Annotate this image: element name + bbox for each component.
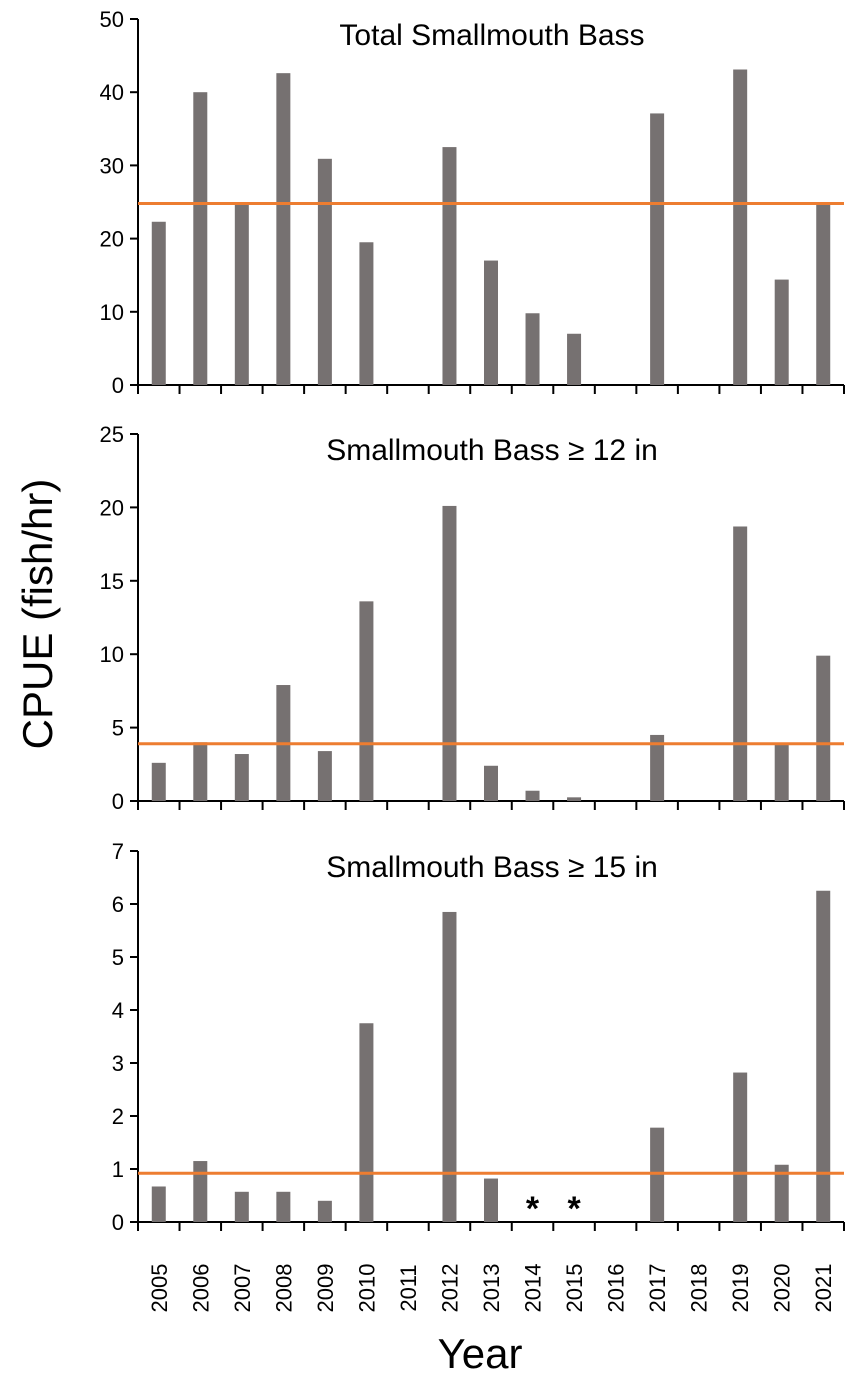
y-tick-label: 20 <box>100 227 124 252</box>
bar-2021 <box>816 203 831 385</box>
bar-2013 <box>484 765 498 801</box>
bar-2019 <box>733 1072 748 1222</box>
bar-2009 <box>317 158 332 385</box>
bar-2007 <box>234 754 249 801</box>
x-tick-label: 2009 <box>313 1264 338 1313</box>
x-tick-label: 2010 <box>354 1264 379 1313</box>
x-tick-label: 2006 <box>188 1264 213 1313</box>
bar-2005 <box>151 762 166 801</box>
bar-2010 <box>359 1023 374 1222</box>
y-tick-label: 7 <box>112 839 124 864</box>
y-tick-label: 10 <box>100 642 124 667</box>
bar-2006 <box>193 1161 208 1222</box>
bar-2019 <box>733 526 748 801</box>
y-tick-label: 15 <box>100 569 124 594</box>
y-tick-label: 40 <box>100 80 124 105</box>
bar-2020 <box>774 743 789 801</box>
y-tick-label: 30 <box>100 153 124 178</box>
y-tick-label: 0 <box>112 789 124 814</box>
y-tick-label: 2 <box>112 1104 124 1129</box>
panel-title: Total Smallmouth Bass <box>339 19 644 52</box>
bar-2008 <box>276 1191 291 1222</box>
x-tick-label: 2021 <box>811 1264 836 1313</box>
bar-2005 <box>151 221 166 385</box>
x-tick-label: 2007 <box>230 1264 255 1313</box>
x-tick-label: 2012 <box>437 1264 462 1313</box>
bar-2014 <box>525 790 540 801</box>
annotation-asterisk: * <box>567 1190 581 1228</box>
bar-2013 <box>484 260 498 385</box>
bar-2009 <box>317 751 332 801</box>
bar-2015 <box>567 797 582 801</box>
y-tick-label: 0 <box>112 1210 124 1235</box>
y-tick-label: 20 <box>100 495 124 520</box>
bar-2014 <box>525 313 540 385</box>
x-tick-label: 2014 <box>521 1264 546 1313</box>
x-tick-label: 2017 <box>645 1264 670 1313</box>
bar-2020 <box>774 1164 789 1222</box>
bar-2007 <box>234 204 249 385</box>
bar-2015 <box>567 333 582 385</box>
y-tick-label: 5 <box>112 716 124 741</box>
bar-2008 <box>276 73 291 385</box>
bar-2021 <box>816 655 831 801</box>
bar-2006 <box>193 742 208 801</box>
y-tick-label: 25 <box>100 422 124 447</box>
bar-2021 <box>816 890 831 1222</box>
y-tick-label: 1 <box>112 1157 124 1182</box>
bar-2010 <box>359 242 374 385</box>
bar-2012 <box>442 147 457 385</box>
bar-2013 <box>484 1178 498 1222</box>
x-tick-label: 2019 <box>728 1264 753 1313</box>
x-tick-label: 2011 <box>396 1264 421 1311</box>
bar-2020 <box>774 279 789 385</box>
y-tick-label: 50 <box>100 7 124 32</box>
x-tick-label: 2020 <box>770 1264 795 1313</box>
bar-2007 <box>234 1191 249 1222</box>
x-axis-title: Year <box>438 1330 523 1376</box>
y-tick-label: 0 <box>112 373 124 398</box>
x-tick-label: 2015 <box>562 1264 587 1313</box>
bar-2012 <box>442 505 457 801</box>
y-tick-label: 5 <box>112 945 124 970</box>
bar-2017 <box>650 113 665 385</box>
x-tick-label: 2008 <box>271 1264 296 1313</box>
bar-2006 <box>193 92 208 385</box>
bar-2009 <box>317 1200 332 1222</box>
x-tick-label: 2013 <box>479 1264 504 1313</box>
panel-title: Smallmouth Bass ≥ 15 in <box>326 851 658 884</box>
bar-2017 <box>650 1127 665 1222</box>
x-tick-label: 2005 <box>147 1264 172 1313</box>
y-tick-label: 10 <box>100 300 124 325</box>
annotation-asterisk: * <box>526 1190 540 1228</box>
x-tick-label: 2018 <box>687 1264 712 1313</box>
panel-title: Smallmouth Bass ≥ 12 in <box>326 434 658 467</box>
bar-2012 <box>442 911 457 1222</box>
y-tick-label: 4 <box>112 998 124 1023</box>
bar-2017 <box>650 734 665 801</box>
bar-2005 <box>151 1186 166 1222</box>
x-tick-label: 2016 <box>604 1264 629 1313</box>
y-tick-label: 3 <box>112 1051 124 1076</box>
y-axis-title: CPUE (fish/hr) <box>14 479 61 750</box>
bar-2010 <box>359 601 374 801</box>
bar-2019 <box>733 69 748 386</box>
y-tick-label: 6 <box>112 892 124 917</box>
